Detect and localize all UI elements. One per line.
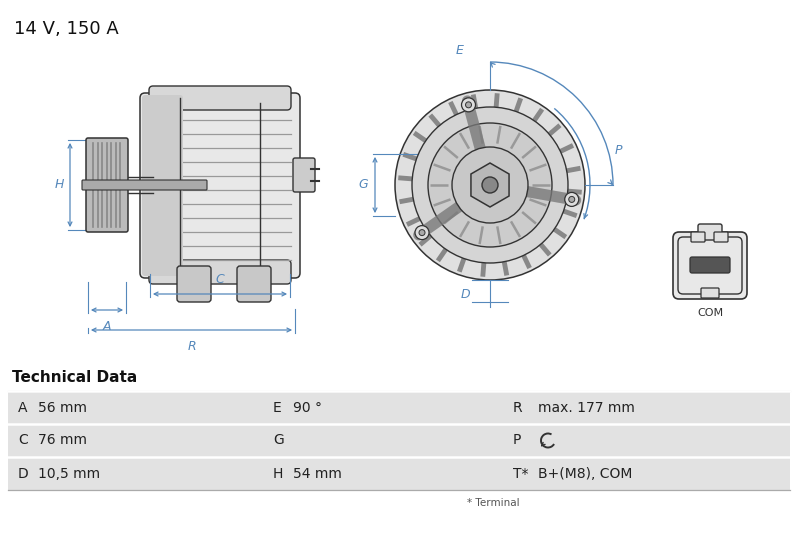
FancyBboxPatch shape: [701, 288, 719, 298]
Text: H: H: [273, 466, 283, 481]
Text: H: H: [54, 179, 64, 191]
Text: 90 °: 90 °: [293, 400, 322, 415]
FancyBboxPatch shape: [8, 391, 790, 424]
FancyBboxPatch shape: [177, 266, 211, 302]
Text: D: D: [18, 466, 29, 481]
Text: max. 177 mm: max. 177 mm: [538, 400, 635, 415]
Circle shape: [428, 123, 552, 247]
Text: 76 mm: 76 mm: [38, 433, 87, 448]
Text: 10,5 mm: 10,5 mm: [38, 466, 100, 481]
FancyBboxPatch shape: [673, 232, 747, 299]
FancyBboxPatch shape: [678, 237, 742, 294]
Text: C: C: [18, 433, 28, 448]
FancyBboxPatch shape: [714, 232, 728, 242]
Text: B+(M8), COM: B+(M8), COM: [538, 466, 632, 481]
Text: * Terminal: * Terminal: [466, 498, 519, 508]
FancyBboxPatch shape: [237, 266, 271, 302]
FancyBboxPatch shape: [149, 86, 291, 110]
Polygon shape: [471, 163, 509, 207]
Text: Technical Data: Technical Data: [12, 370, 138, 385]
FancyBboxPatch shape: [8, 424, 790, 457]
Circle shape: [452, 147, 528, 223]
Text: COM: COM: [697, 308, 723, 318]
Text: E: E: [456, 44, 464, 57]
Circle shape: [565, 192, 578, 206]
FancyBboxPatch shape: [140, 93, 300, 278]
FancyBboxPatch shape: [82, 180, 207, 190]
Text: C: C: [216, 273, 224, 286]
Text: G: G: [358, 179, 368, 191]
Circle shape: [415, 225, 429, 240]
Text: E: E: [273, 400, 282, 415]
Text: T*: T*: [513, 466, 529, 481]
FancyBboxPatch shape: [149, 260, 291, 284]
Text: 54 mm: 54 mm: [293, 466, 342, 481]
Circle shape: [462, 98, 475, 112]
Text: G: G: [273, 433, 284, 448]
Text: P: P: [615, 143, 622, 157]
Text: R: R: [187, 340, 196, 353]
Text: 14 V, 150 A: 14 V, 150 A: [14, 20, 118, 38]
Text: R: R: [513, 400, 522, 415]
Text: P: P: [513, 433, 522, 448]
Circle shape: [412, 107, 568, 263]
Circle shape: [569, 197, 574, 203]
FancyBboxPatch shape: [691, 232, 705, 242]
Circle shape: [466, 102, 471, 108]
Circle shape: [395, 90, 585, 280]
FancyBboxPatch shape: [293, 158, 315, 192]
FancyBboxPatch shape: [86, 138, 128, 232]
Text: A: A: [18, 400, 27, 415]
Text: D: D: [460, 288, 470, 302]
FancyBboxPatch shape: [8, 457, 790, 490]
Text: 56 mm: 56 mm: [38, 400, 87, 415]
Circle shape: [419, 230, 425, 236]
FancyBboxPatch shape: [690, 257, 730, 273]
FancyBboxPatch shape: [698, 224, 722, 240]
FancyBboxPatch shape: [142, 95, 183, 276]
Text: A: A: [102, 320, 111, 333]
Circle shape: [482, 177, 498, 193]
